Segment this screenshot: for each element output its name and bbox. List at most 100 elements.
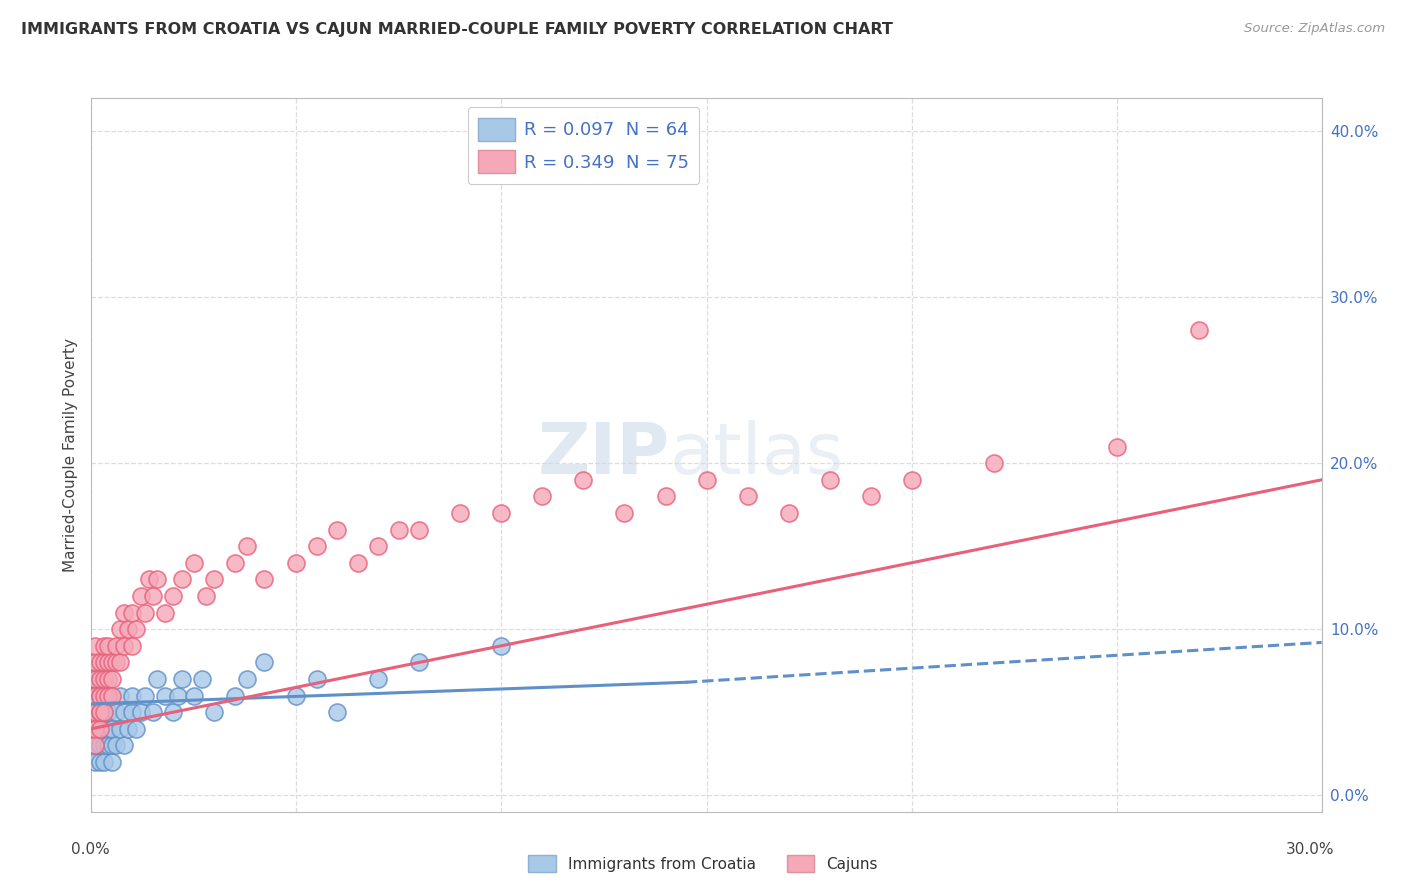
Point [89, 689, 111, 703]
Point [84, 755, 107, 769]
Point [202, 573, 225, 587]
Point [162, 705, 184, 719]
Point [84, 722, 107, 736]
Point [89, 722, 111, 736]
Point [84, 689, 107, 703]
Point [105, 705, 127, 719]
Point [166, 689, 188, 703]
Point [105, 656, 127, 670]
Point [105, 639, 127, 653]
Point [491, 506, 513, 520]
Point [93, 689, 115, 703]
Point [253, 573, 276, 587]
Point [326, 705, 349, 719]
Point [97, 705, 120, 719]
Point [121, 689, 143, 703]
Point [97, 722, 120, 736]
Point [125, 722, 148, 736]
Point [93, 639, 115, 653]
Point [97, 739, 120, 753]
Point [183, 556, 205, 570]
Point [89, 672, 111, 686]
Point [305, 539, 328, 553]
Point [97, 689, 120, 703]
Point [613, 506, 636, 520]
Point [89, 689, 111, 703]
Point [285, 556, 308, 570]
Point [134, 606, 156, 620]
Text: 30.0%: 30.0% [1285, 841, 1334, 856]
Point [89, 705, 111, 719]
Point [138, 573, 160, 587]
Point [153, 606, 177, 620]
Point [89, 739, 111, 753]
Legend: R = 0.097  N = 64, R = 0.349  N = 75: R = 0.097 N = 64, R = 0.349 N = 75 [468, 107, 699, 185]
Point [129, 589, 152, 603]
Point [93, 705, 115, 719]
Point [1105, 440, 1128, 454]
Point [112, 739, 135, 753]
Point [347, 556, 370, 570]
Point [101, 755, 124, 769]
Point [93, 755, 115, 769]
Point [97, 689, 120, 703]
Point [654, 490, 676, 504]
Point [89, 705, 111, 719]
Point [449, 506, 471, 520]
Point [818, 473, 841, 487]
Point [112, 606, 135, 620]
Point [101, 722, 124, 736]
Point [778, 506, 800, 520]
Point [89, 722, 111, 736]
Point [859, 490, 882, 504]
Point [84, 689, 107, 703]
Point [84, 689, 107, 703]
Point [89, 705, 111, 719]
Point [89, 739, 111, 753]
Point [93, 705, 115, 719]
Text: atlas: atlas [669, 420, 844, 490]
Text: ZIP: ZIP [537, 420, 669, 490]
Point [84, 722, 107, 736]
Point [236, 539, 259, 553]
Point [224, 689, 246, 703]
Point [134, 689, 156, 703]
Point [84, 739, 107, 753]
Point [146, 672, 169, 686]
Point [388, 523, 411, 537]
Point [89, 672, 111, 686]
Point [191, 672, 214, 686]
Point [84, 705, 107, 719]
Point [112, 639, 135, 653]
Point [84, 705, 107, 719]
Point [983, 456, 1005, 470]
Point [125, 622, 148, 636]
Point [84, 639, 107, 653]
Point [93, 689, 115, 703]
Y-axis label: Married-Couple Family Poverty: Married-Couple Family Poverty [62, 338, 77, 572]
Point [408, 523, 430, 537]
Point [84, 672, 107, 686]
Point [121, 606, 143, 620]
Legend: Immigrants from Croatia, Cajuns: Immigrants from Croatia, Cajuns [520, 847, 886, 880]
Point [89, 722, 111, 736]
Point [108, 622, 131, 636]
Point [142, 705, 165, 719]
Point [84, 722, 107, 736]
Point [253, 656, 276, 670]
Point [108, 722, 131, 736]
Point [572, 473, 595, 487]
Point [900, 473, 922, 487]
Point [1187, 323, 1209, 337]
Point [367, 672, 389, 686]
Point [84, 705, 107, 719]
Point [121, 639, 143, 653]
Point [183, 689, 205, 703]
Point [195, 589, 218, 603]
Point [737, 490, 759, 504]
Point [101, 656, 124, 670]
Text: IMMIGRANTS FROM CROATIA VS CAJUN MARRIED-COUPLE FAMILY POVERTY CORRELATION CHART: IMMIGRANTS FROM CROATIA VS CAJUN MARRIED… [21, 22, 893, 37]
Point [142, 589, 165, 603]
Point [146, 573, 169, 587]
Point [84, 656, 107, 670]
